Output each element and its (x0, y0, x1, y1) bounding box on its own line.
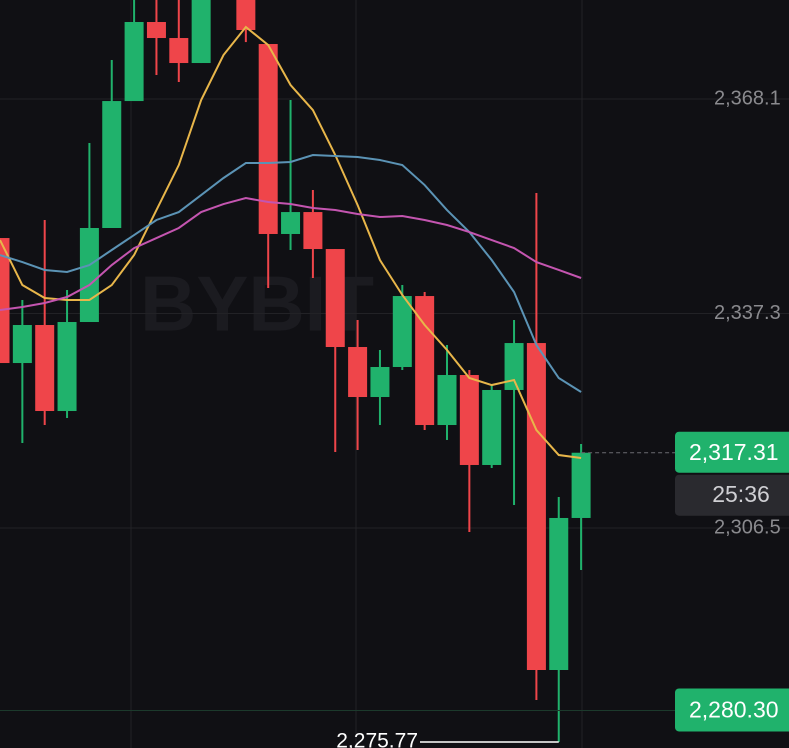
candle-body (0, 238, 10, 364)
candle-body (504, 343, 524, 390)
y-tick-label: 2,368.1 (714, 87, 781, 109)
candle-body (549, 517, 569, 671)
candle-body (79, 228, 99, 323)
moving-average (0, 25, 582, 460)
candle-body (303, 212, 323, 250)
candle-body (281, 212, 301, 234)
candle-body (415, 296, 435, 426)
candle-body (459, 375, 479, 465)
candle-body (146, 22, 166, 39)
candle-body (370, 367, 390, 398)
candle-body (571, 452, 591, 518)
moving-average (0, 197, 582, 312)
candle-body (124, 22, 144, 102)
y-tick-label: 2,337.3 (714, 302, 781, 324)
countdown: 25:36 (712, 481, 770, 507)
price-line-box (675, 688, 789, 732)
candle-body (392, 296, 412, 368)
y-tick-label: 2,306.5 (714, 516, 781, 538)
countdown-box (675, 474, 789, 516)
candle-body (258, 44, 278, 234)
candle-body (325, 249, 345, 348)
last-price-label: 2,317.31 (689, 439, 779, 465)
candle-body (35, 325, 55, 412)
candle-body (526, 343, 546, 671)
candle-body (236, 0, 256, 31)
candle-body (348, 347, 368, 398)
moving-average (0, 154, 582, 393)
candle-body (12, 325, 32, 364)
candle-body (191, 0, 211, 64)
price-line-label: 2,280.30 (689, 697, 779, 723)
last-price-box (675, 431, 789, 473)
candle-body (57, 322, 77, 412)
candle-body (437, 375, 457, 426)
candle-body (102, 101, 122, 229)
candle-body (482, 389, 502, 465)
low-marker-label: 2,275.77 (336, 730, 418, 748)
candle-body (169, 38, 189, 64)
